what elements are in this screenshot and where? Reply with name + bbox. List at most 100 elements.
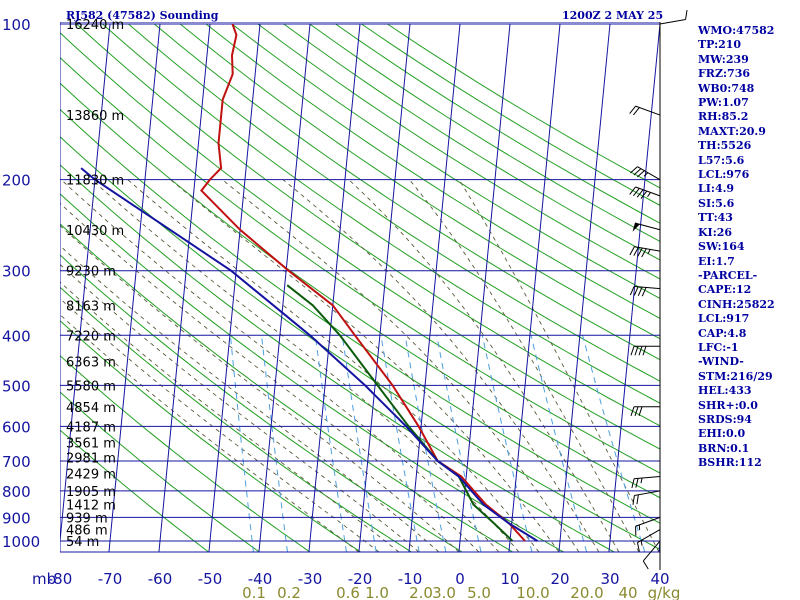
temperature-label: 10 [500, 570, 519, 588]
mixing-ratio-label: 3.0 [432, 584, 456, 600]
temperature-label: -10 [398, 570, 423, 588]
mixing-ratio-label: 40 [618, 584, 637, 600]
dry-adiabat [60, 354, 311, 553]
wind-barb-shaft [635, 105, 661, 116]
height-label: 7220 m [66, 329, 116, 344]
wind-full-barb [630, 406, 635, 416]
wind-full-barb [640, 190, 648, 199]
wind-barb-shaft [635, 186, 661, 197]
index-item: -WIND- [698, 355, 744, 369]
dry-adiabat [60, 254, 463, 553]
temperature-label: 40 [650, 570, 669, 588]
height-label: 4854 m [66, 401, 116, 416]
height-label: 3561 m [66, 437, 116, 452]
wind-full-barb [633, 168, 642, 176]
sounding-title: RJ582 (47582) Sounding [66, 9, 219, 22]
mixing-ratio-line [229, 335, 254, 553]
pressure-label: 500 [2, 377, 31, 395]
wind-barb-shaft [634, 285, 661, 290]
temperature-label: 30 [600, 570, 619, 588]
index-item: SHR+:0.0 [698, 398, 758, 412]
moist-adiabat [409, 179, 640, 553]
isotherm [0, 24, 10, 552]
wind-barb [632, 490, 661, 505]
wind-barb [659, 10, 688, 25]
mixing-ratio-line [380, 335, 420, 553]
wind-full-barb [637, 286, 643, 297]
moist-adiabat [60, 245, 440, 553]
height-label: 54 m [66, 535, 99, 550]
wind-full-barb [636, 542, 640, 552]
index-item: TH:5526 [698, 139, 752, 153]
pressure-label: 700 [2, 453, 31, 471]
wind-full-barb [630, 166, 638, 174]
wind-full-barb [636, 170, 645, 178]
wind-full-barb [642, 560, 649, 570]
wind-full-barb [641, 248, 647, 258]
index-item: LCL:976 [698, 168, 750, 182]
moist-adiabat [60, 281, 400, 553]
dry-adiabat [60, 320, 361, 553]
wind-half-barb [640, 540, 643, 546]
height-label: 939 m [66, 511, 108, 526]
isotherm [408, 23, 461, 553]
index-item: L57:5.6 [698, 153, 745, 167]
wind-full-barb [633, 286, 639, 296]
index-item: WB0:748 [698, 81, 755, 95]
index-item: BSHR:112 [698, 456, 762, 470]
dry-adiabat [60, 223, 514, 553]
isotherm [358, 23, 411, 553]
wind-barb-shaft [635, 516, 661, 527]
moist-adiabat [60, 313, 360, 553]
index-item: EI:1.7 [698, 254, 735, 268]
mixing-ratio-line [481, 335, 533, 553]
wind-barbs [629, 10, 688, 570]
moist-adiabat [170, 179, 560, 553]
pressure-label: 800 [2, 483, 31, 501]
wind-full-barb [635, 478, 639, 488]
wind-barb [632, 222, 661, 232]
wind-barb [630, 406, 660, 416]
wind-full-barb [636, 189, 644, 198]
index-item: KI:26 [698, 225, 733, 239]
temperature-label: -20 [348, 570, 373, 588]
dry-adiabat [60, 82, 660, 499]
mixing-ratio-label: 2.0 [409, 584, 433, 600]
moist-adiabat [458, 179, 660, 553]
temperature-label: -30 [298, 570, 323, 588]
index-item: FRZ:736 [698, 67, 751, 81]
mixing-ratio-line [314, 335, 347, 553]
index-item: BRN:0.1 [698, 441, 750, 455]
wind-full-barb [629, 286, 635, 296]
moist-adiabat [127, 179, 540, 553]
temperature-label: -70 [98, 570, 123, 588]
wind-barb [631, 475, 661, 489]
height-label: 1412 m [66, 499, 116, 514]
pressure-label: 600 [2, 418, 31, 436]
wind-full-barb [631, 478, 635, 489]
plot-frame [60, 22, 660, 553]
wind-barb [636, 529, 661, 552]
index-item: EHI:0.0 [698, 427, 746, 441]
dry-adiabat [60, 286, 412, 553]
index-item: LFC:-1 [698, 340, 739, 354]
wind-barb-shaft [659, 18, 686, 25]
wind-barb [630, 345, 660, 356]
mixing-ratio-line [261, 335, 288, 553]
temperature-label: 0 [455, 570, 465, 588]
isotherm [508, 23, 561, 553]
wind-barb [629, 246, 661, 258]
index-item: MAXT:20.9 [698, 124, 766, 138]
index-item: TT:43 [698, 211, 733, 225]
height-label: 9230 m [66, 265, 116, 280]
height-label: 1905 m [66, 485, 116, 500]
index-item: CAPE:12 [698, 283, 752, 297]
moist-adiabat [282, 179, 600, 553]
wind-barb-shaft [634, 246, 661, 252]
wind-full-barb [629, 246, 635, 256]
wind-full-barb [633, 188, 640, 197]
moist-adiabat [60, 263, 420, 553]
moist-adiabat [60, 202, 480, 553]
